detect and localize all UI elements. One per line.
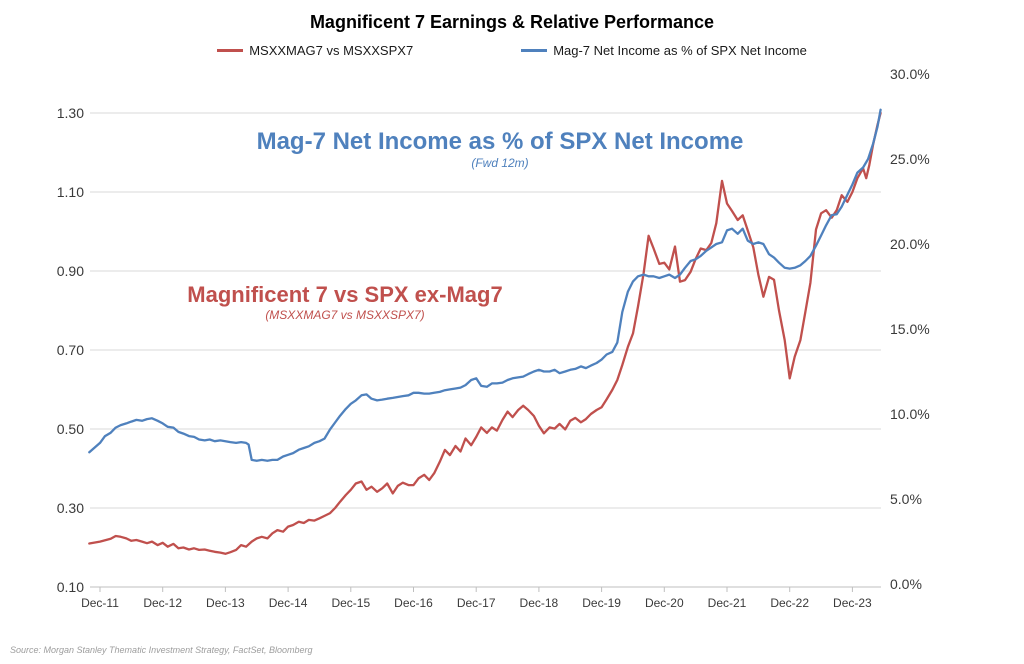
series-line-net-income-pct <box>88 108 882 462</box>
y-axis-left-label: 1.30 <box>57 105 84 121</box>
x-axis-label: Dec-17 <box>457 596 496 610</box>
y-axis-left-label: 0.50 <box>57 421 84 437</box>
legend-red-line-swatch <box>217 49 244 52</box>
source-note: Source: Morgan Stanley Thematic Investme… <box>10 645 313 655</box>
y-axis-left-label: 0.90 <box>57 263 84 279</box>
y-axis-left-label: 0.10 <box>57 579 84 595</box>
legend-label-mag7-ratio: MSXXMAG7 vs MSXXSPX7 <box>249 43 414 58</box>
x-axis-label: Dec-22 <box>770 596 809 610</box>
y-axis-right-label: 0.0% <box>890 576 922 592</box>
y-axis-right-label: 10.0% <box>890 406 930 422</box>
x-axis-label: Dec-19 <box>582 596 621 610</box>
x-axis-label: Dec-15 <box>331 596 370 610</box>
y-axis-right-label: 20.0% <box>890 236 930 252</box>
legend-item-mag7-ratio: MSXXMAG7 vs MSXXSPX7 <box>217 43 413 58</box>
y-axis-left-label: 0.30 <box>57 500 84 516</box>
y-axis-right-label: 5.0% <box>890 491 922 507</box>
y-axis-left-label: 0.70 <box>57 342 84 358</box>
annotation-mag7-ratio-subtitle: (MSXXMAG7 vs MSXXSPX7) <box>265 307 425 322</box>
x-axis-label: Dec-11 <box>81 596 119 610</box>
annotation-net-income-subtitle: (Fwd 12m) <box>471 155 529 170</box>
x-axis-label: Dec-20 <box>645 596 684 610</box>
x-axis-label: Dec-14 <box>269 596 308 610</box>
legend-blue-line-swatch <box>521 49 548 52</box>
y-axis-right-label: 25.0% <box>890 151 930 167</box>
x-axis-label: Dec-23 <box>833 596 872 610</box>
series-line-mag7-ratio <box>88 111 882 555</box>
x-axis-label: Dec-13 <box>206 596 245 610</box>
x-axis-label: Dec-16 <box>394 596 433 610</box>
legend-item-net-income-pct: Mag-7 Net Income as % of SPX Net Income <box>521 43 807 58</box>
y-axis-right-label: 15.0% <box>890 321 930 337</box>
annotation-mag7-ratio-title: Magnificent 7 vs SPX ex-Mag7 <box>187 282 503 307</box>
annotation-net-income-pct: Mag-7 Net Income as % of SPX Net Income … <box>180 129 820 170</box>
chart-title: Magnificent 7 Earnings & Relative Perfor… <box>309 12 715 32</box>
y-axis-left-label: 1.10 <box>57 184 84 200</box>
annotation-mag7-ratio: Magnificent 7 vs SPX ex-Mag7 (MSXXMAG7 v… <box>145 283 545 322</box>
x-axis-label: Dec-12 <box>143 596 182 610</box>
x-axis-label: Dec-18 <box>520 596 559 610</box>
y-axis-right-label: 30.0% <box>890 66 930 82</box>
annotation-net-income-title: Mag-7 Net Income as % of SPX Net Income <box>256 128 744 155</box>
x-axis-label: Dec-21 <box>708 596 747 610</box>
legend: MSXXMAG7 vs MSXXSPX7 Mag-7 Net Income as… <box>0 43 1024 58</box>
legend-label-net-income-pct: Mag-7 Net Income as % of SPX Net Income <box>553 43 807 58</box>
